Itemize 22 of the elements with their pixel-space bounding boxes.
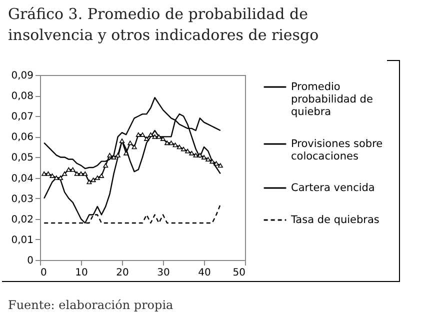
- y-tick-label: 0,04: [11, 173, 34, 184]
- legend-label: Cartera vencida: [291, 182, 375, 194]
- source-note: Fuente: elaboración propia: [8, 298, 174, 312]
- x-tick-label: 40: [198, 268, 211, 278]
- x-tick-label: 0: [40, 268, 47, 278]
- legend-label: Tasa de quiebras: [290, 214, 380, 226]
- y-tick-label: 0,06: [11, 132, 34, 144]
- x-tick-label: 30: [157, 268, 170, 278]
- x-tick-label: 50: [232, 268, 246, 278]
- y-tick-label: 0,03: [11, 194, 34, 205]
- x-tick-label: 20: [116, 268, 129, 278]
- y-tick-label: 0,02: [11, 214, 34, 226]
- legend-label: Promedio probabilidad de quiebra: [291, 81, 373, 118]
- x-tick-label: 10: [75, 268, 88, 278]
- y-tick-label: 0,07: [11, 112, 34, 123]
- y-tick-label: 0: [27, 256, 34, 266]
- y-tick-label: 0,01: [11, 234, 34, 246]
- y-tick-label: 0,09: [11, 70, 34, 82]
- chart-title: Gráfico 3. Promedio de probabilidad de insolvencia y otros indicadores de riesgo: [8, 4, 320, 46]
- y-tick-label: 0,05: [11, 152, 34, 164]
- legend-label: Provisiones sobre colocaciones: [291, 138, 383, 162]
- y-tick-label: 0,08: [11, 91, 34, 102]
